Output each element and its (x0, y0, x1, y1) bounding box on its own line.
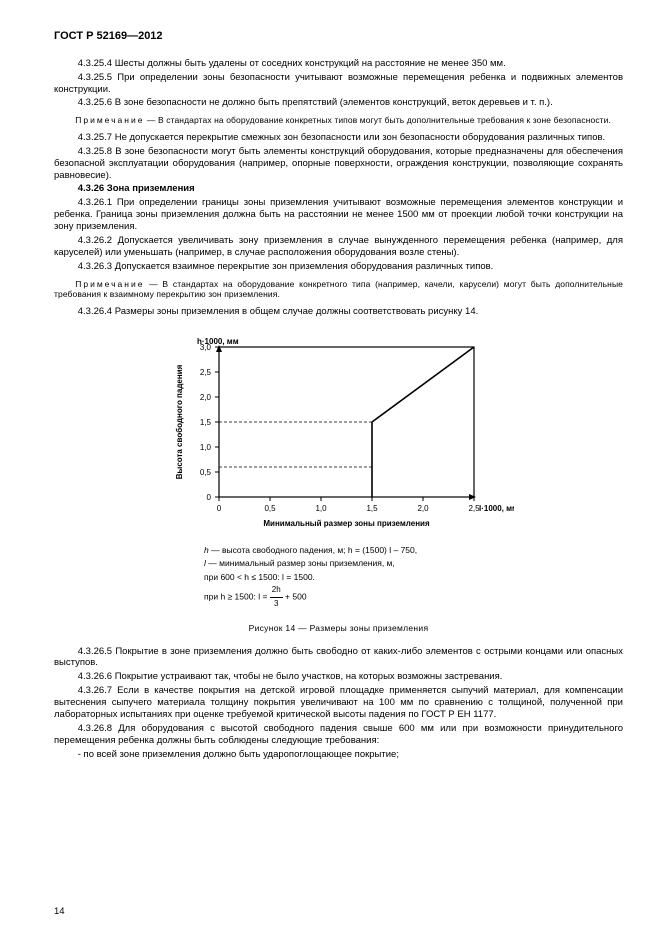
clause-4-3-25-6: 4.3.25.6 В зоне безопасности не должно б… (54, 97, 623, 109)
legend-4-suffix: + 500 (283, 592, 307, 602)
frac-denominator: 3 (270, 598, 283, 611)
legend-line-3: при 600 < h ≤ 1500: l = 1500. (204, 571, 623, 585)
clause-4-3-25-8: 4.3.25.8 В зоне безопасности могут быть … (54, 146, 623, 182)
legend-text-2: — минимальный размер зоны приземления, м… (206, 558, 395, 568)
clause-4-3-26-6: 4.3.26.6 Покрытие устраивают так, чтобы … (54, 671, 623, 683)
page-number: 14 (54, 906, 65, 918)
svg-text:l·1000, мм: l·1000, мм (479, 504, 514, 513)
legend-line-4: при h ≥ 1500: l = 2h3 + 500 (204, 584, 623, 611)
clause-4-3-26-4: 4.3.26.4 Размеры зоны приземления в обще… (54, 306, 623, 318)
svg-text:Минимальный размер зоны призем: Минимальный размер зоны приземления (263, 519, 430, 528)
page-container: ГОСТ Р 52169—2012 4.3.25.4 Шесты должны … (0, 0, 661, 936)
frac-numerator: 2h (270, 584, 283, 598)
note-2: Примечание — В стандартах на оборудовани… (54, 279, 623, 300)
chart-container: 00,51,01,52,02,53,000,51,01,52,02,5h·100… (164, 332, 514, 536)
clause-4-3-26-7: 4.3.26.7 Если в качестве покрытия на дет… (54, 685, 623, 721)
clause-4-3-26-1: 4.3.26.1 При определении границы зоны пр… (54, 197, 623, 233)
clause-4-3-26-3: 4.3.26.3 Допускается взаимное перекрытие… (54, 261, 623, 273)
svg-text:1,5: 1,5 (366, 504, 378, 513)
svg-text:1,0: 1,0 (315, 504, 327, 513)
section-title: 4.3.26 Зона приземления (78, 183, 195, 194)
note-2-prefix: Примечание (75, 279, 144, 289)
svg-text:h·1000, мм: h·1000, мм (197, 337, 239, 346)
svg-text:0: 0 (206, 493, 211, 502)
legend-line-2: l — минимальный размер зоны приземления,… (204, 557, 623, 571)
chart-legend: h — высота свободного падения, м; h = (1… (204, 544, 623, 611)
document-header: ГОСТ Р 52169—2012 (54, 30, 623, 44)
clause-4-3-25-5: 4.3.25.5 При определении зоны безопаснос… (54, 72, 623, 96)
svg-text:2,0: 2,0 (199, 393, 211, 402)
clause-4-3-26-8-a: - по всей зоне приземления должно быть у… (54, 749, 623, 761)
clause-4-3-26-5: 4.3.26.5 Покрытие в зоне приземления дол… (54, 646, 623, 670)
clause-4-3-26-2: 4.3.26.2 Допускается увеличивать зону пр… (54, 235, 623, 259)
legend-line-1: h — высота свободного падения, м; h = (1… (204, 544, 623, 558)
note-1-prefix: Примечание (75, 115, 144, 125)
figure-14: 00,51,01,52,02,53,000,51,01,52,02,5h·100… (54, 332, 623, 634)
chart-svg: 00,51,01,52,02,53,000,51,01,52,02,5h·100… (164, 332, 514, 532)
svg-text:0,5: 0,5 (264, 504, 276, 513)
svg-text:2,5: 2,5 (199, 368, 211, 377)
legend-4-prefix: при h ≥ 1500: l = (204, 592, 270, 602)
clause-4-3-25-7: 4.3.25.7 Не допускается перекрытие смежн… (54, 132, 623, 144)
clause-4-3-26-title: 4.3.26 Зона приземления (54, 183, 623, 195)
svg-text:2,0: 2,0 (417, 504, 429, 513)
fraction: 2h3 (270, 584, 283, 611)
figure-caption: Рисунок 14 — Размеры зоны приземления (54, 623, 623, 634)
svg-text:1,5: 1,5 (199, 418, 211, 427)
svg-text:1,0: 1,0 (199, 443, 211, 452)
note-1: Примечание — В стандартах на оборудовани… (54, 115, 623, 126)
legend-text-1: — высота свободного падения, м; h = (150… (209, 545, 417, 555)
note-1-text: — В стандартах на оборудование конкретны… (144, 115, 611, 125)
clause-4-3-26-8: 4.3.26.8 Для оборудования с высотой своб… (54, 723, 623, 747)
svg-text:Высота свободного падения: Высота свободного падения (175, 364, 184, 479)
svg-text:0: 0 (216, 504, 221, 513)
clause-4-3-25-4: 4.3.25.4 Шесты должны быть удалены от со… (54, 58, 623, 70)
svg-text:0,5: 0,5 (199, 468, 211, 477)
